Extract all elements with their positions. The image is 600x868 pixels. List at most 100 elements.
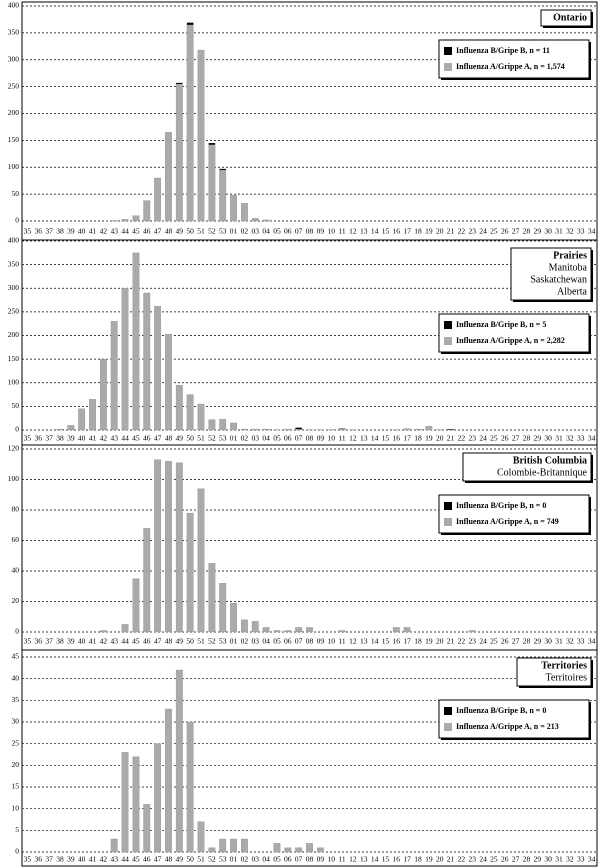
x-tick-label: 16 <box>393 855 401 864</box>
bar <box>143 292 151 431</box>
x-tick-label: 43 <box>110 855 118 864</box>
x-tick-label: 09 <box>317 855 325 864</box>
x-tick-label: 18 <box>414 227 422 236</box>
x-tick-label: 36 <box>35 855 43 864</box>
x-tick-label: 23 <box>468 637 476 646</box>
x-tick-label: 48 <box>165 637 173 646</box>
y-tick-label: 350 <box>8 259 20 268</box>
x-tick-label: 43 <box>110 227 118 236</box>
x-tick-label: 48 <box>165 434 173 443</box>
y-tick-label: 20 <box>12 596 20 605</box>
y-tick-label: 200 <box>8 330 20 339</box>
y-tick-label: 400 <box>8 1 20 10</box>
y-tick-label: 20 <box>12 760 20 769</box>
bar <box>186 512 194 633</box>
title-shadow <box>465 481 593 483</box>
x-tick-label: 24 <box>479 434 487 443</box>
x-tick-label: 08 <box>306 855 314 864</box>
x-tick-label: 42 <box>100 227 108 236</box>
x-tick-label: 19 <box>425 855 433 864</box>
x-tick-label: 52 <box>208 434 216 443</box>
x-tick-label: 30 <box>544 855 552 864</box>
legend-label: Influenza B/Gripe B, n = 0 <box>456 706 546 715</box>
x-tick-label: 52 <box>208 855 216 864</box>
x-tick-label: 47 <box>154 637 162 646</box>
y-tick-label: 200 <box>8 108 20 117</box>
x-tick-label: 10 <box>327 227 335 236</box>
bar <box>219 838 227 853</box>
legend-shadow <box>441 78 591 80</box>
x-tick-label: 44 <box>121 855 129 864</box>
bar <box>208 847 216 853</box>
x-tick-label: 51 <box>197 855 205 864</box>
x-tick-label: 40 <box>78 434 86 443</box>
title-box <box>516 657 592 687</box>
x-tick-label: 24 <box>479 637 487 646</box>
legend-swatch <box>444 707 452 715</box>
legend-shadow <box>589 702 591 740</box>
x-tick-label: 49 <box>176 227 184 236</box>
x-tick-label: 49 <box>176 637 184 646</box>
y-tick-label: 100 <box>8 162 20 171</box>
x-tick-label: 40 <box>78 855 86 864</box>
legend-swatch <box>444 63 452 71</box>
y-tick-label: 0 <box>15 847 19 856</box>
x-tick-label: 07 <box>295 855 303 864</box>
bar <box>338 630 346 633</box>
bar <box>230 602 237 633</box>
bar <box>403 627 411 633</box>
x-tick-label: 40 <box>78 227 86 236</box>
x-tick-label: 30 <box>544 434 552 443</box>
x-tick-label: 01 <box>230 434 238 443</box>
x-tick-label: 51 <box>197 637 205 646</box>
x-tick-label: 25 <box>490 227 498 236</box>
bar <box>241 838 248 853</box>
x-tick-label: 05 <box>273 227 281 236</box>
bar <box>197 403 205 431</box>
x-tick-label: 21 <box>447 227 455 236</box>
x-tick-label: 09 <box>317 227 325 236</box>
x-tick-label: 06 <box>284 227 292 236</box>
panel-frame <box>21 649 598 867</box>
bar <box>230 195 237 222</box>
x-tick-label: 01 <box>230 855 238 864</box>
x-tick-label: 32 <box>566 434 574 443</box>
x-tick-label: 04 <box>262 227 270 236</box>
subtitle: Manitoba <box>549 262 588 273</box>
x-tick-label: 12 <box>349 637 357 646</box>
x-tick-label: 18 <box>414 434 422 443</box>
x-tick-label: 08 <box>306 434 314 443</box>
x-tick-label: 47 <box>154 855 162 864</box>
x-tick-label: 10 <box>327 855 335 864</box>
x-tick-label: 05 <box>273 637 281 646</box>
subtitle: Alberta <box>557 286 588 297</box>
x-tick-label: 23 <box>468 434 476 443</box>
x-tick-label: 23 <box>468 227 476 236</box>
bar <box>295 427 302 430</box>
x-tick-label: 21 <box>447 637 455 646</box>
bar <box>295 847 303 853</box>
bar <box>154 177 162 222</box>
y-tick-label: 120 <box>8 444 20 453</box>
bar <box>121 288 129 431</box>
bar <box>186 721 194 853</box>
x-tick-label: 08 <box>306 227 314 236</box>
x-tick-label: 15 <box>382 855 390 864</box>
x-tick-label: 13 <box>360 227 368 236</box>
x-tick-label: 06 <box>284 434 292 443</box>
x-tick-label: 41 <box>89 227 97 236</box>
legend-shadow <box>589 497 591 535</box>
x-tick-label: 28 <box>523 855 531 864</box>
x-tick-label: 39 <box>67 227 75 236</box>
y-tick-label: 25 <box>12 738 20 747</box>
x-tick-label: 11 <box>338 855 345 864</box>
bar <box>219 583 227 633</box>
bar <box>262 219 270 222</box>
x-tick-label: 50 <box>186 227 194 236</box>
x-tick-label: 27 <box>512 434 520 443</box>
x-tick-label: 22 <box>458 855 466 864</box>
y-tick-label: 0 <box>15 425 19 434</box>
bar <box>197 488 205 633</box>
x-tick-label: 12 <box>349 855 357 864</box>
legend-shadow <box>441 352 591 354</box>
